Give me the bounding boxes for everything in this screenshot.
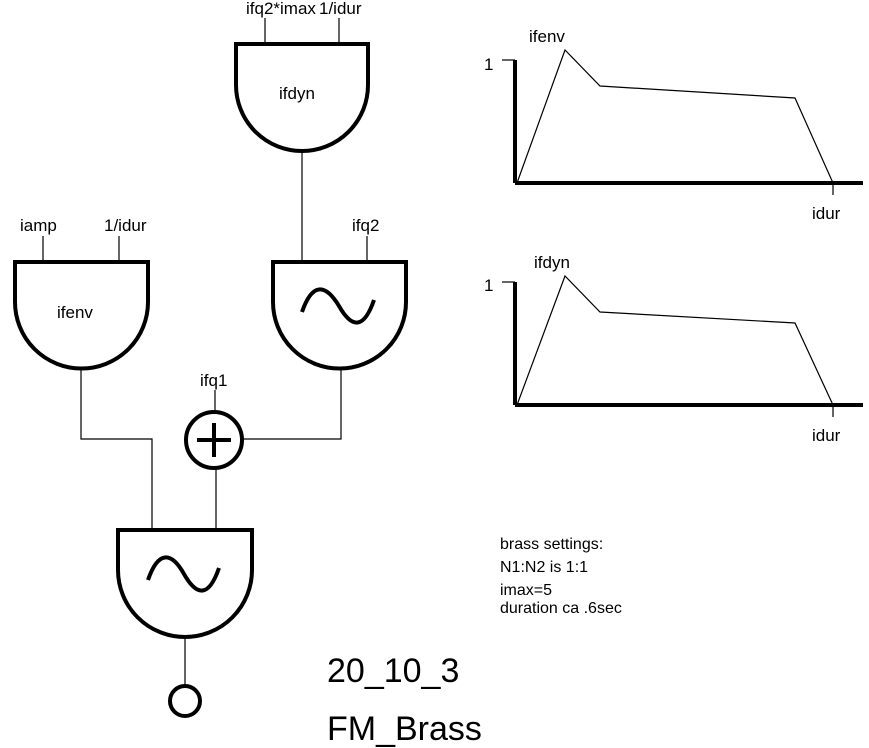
- adder-circle: [184, 410, 244, 470]
- notes-line-4: duration ca .6sec: [500, 600, 622, 617]
- ifdyn-input-2-label: 1/idur: [319, 0, 362, 18]
- ifenv-graph: 1 ifenv idur: [484, 27, 863, 223]
- ifq1-label: ifq1: [200, 371, 227, 390]
- graph1-title: ifenv: [529, 27, 565, 46]
- sine-wave-icon: [300, 287, 376, 325]
- ifdyn-input-1-label: ifq2*imax: [246, 0, 316, 18]
- modulator-output-line: [243, 368, 342, 440]
- adder-unit: ifq1: [184, 371, 244, 530]
- graph2-y-tick-label: 1: [484, 276, 493, 295]
- ifdyn-label: ifdyn: [279, 84, 315, 103]
- ifdyn-envelope-shape: [234, 42, 370, 153]
- ifenv-input-1-label: iamp: [20, 216, 57, 235]
- figure-title: FM_Brass: [327, 710, 482, 748]
- notes-line-2: N1:N2 is 1:1: [500, 559, 588, 576]
- carrier-oscillator-unit: [116, 528, 254, 718]
- notes-line-3: imax=5: [500, 582, 552, 599]
- ifdyn-envelope-unit: ifq2*imax 1/idur ifdyn: [234, 0, 370, 262]
- output-terminal-icon: [168, 684, 202, 718]
- ifenv-input-2-label: 1/idur: [104, 216, 147, 235]
- ifenv-output-line: [80, 368, 153, 530]
- ifq2-label: ifq2: [352, 216, 379, 235]
- carrier-oscillator-shape: [116, 528, 254, 639]
- graph1-envelope-curve: [516, 48, 834, 184]
- ifenv-envelope-shape: [13, 260, 150, 371]
- sine-wave-icon: [146, 555, 221, 593]
- notes-line-1: brass settings:: [500, 536, 603, 553]
- modulator-oscillator-unit: ifq2: [243, 216, 408, 440]
- graph2-title: ifdyn: [534, 253, 570, 272]
- graph1-x-end-label: idur: [812, 204, 841, 223]
- graph2-envelope-curve: [516, 274, 834, 406]
- modulator-oscillator-shape: [271, 260, 408, 371]
- figure-id: 20_10_3: [327, 652, 459, 690]
- ifdyn-graph: 1 ifdyn idur: [484, 253, 863, 445]
- ifenv-envelope-unit: iamp 1/idur ifenv: [13, 216, 153, 530]
- ifenv-label: ifenv: [57, 303, 93, 322]
- graph1-y-tick-label: 1: [484, 55, 493, 74]
- settings-notes: brass settings: N1:N2 is 1:1 imax=5 dura…: [500, 536, 622, 617]
- graph2-x-end-label: idur: [812, 426, 841, 445]
